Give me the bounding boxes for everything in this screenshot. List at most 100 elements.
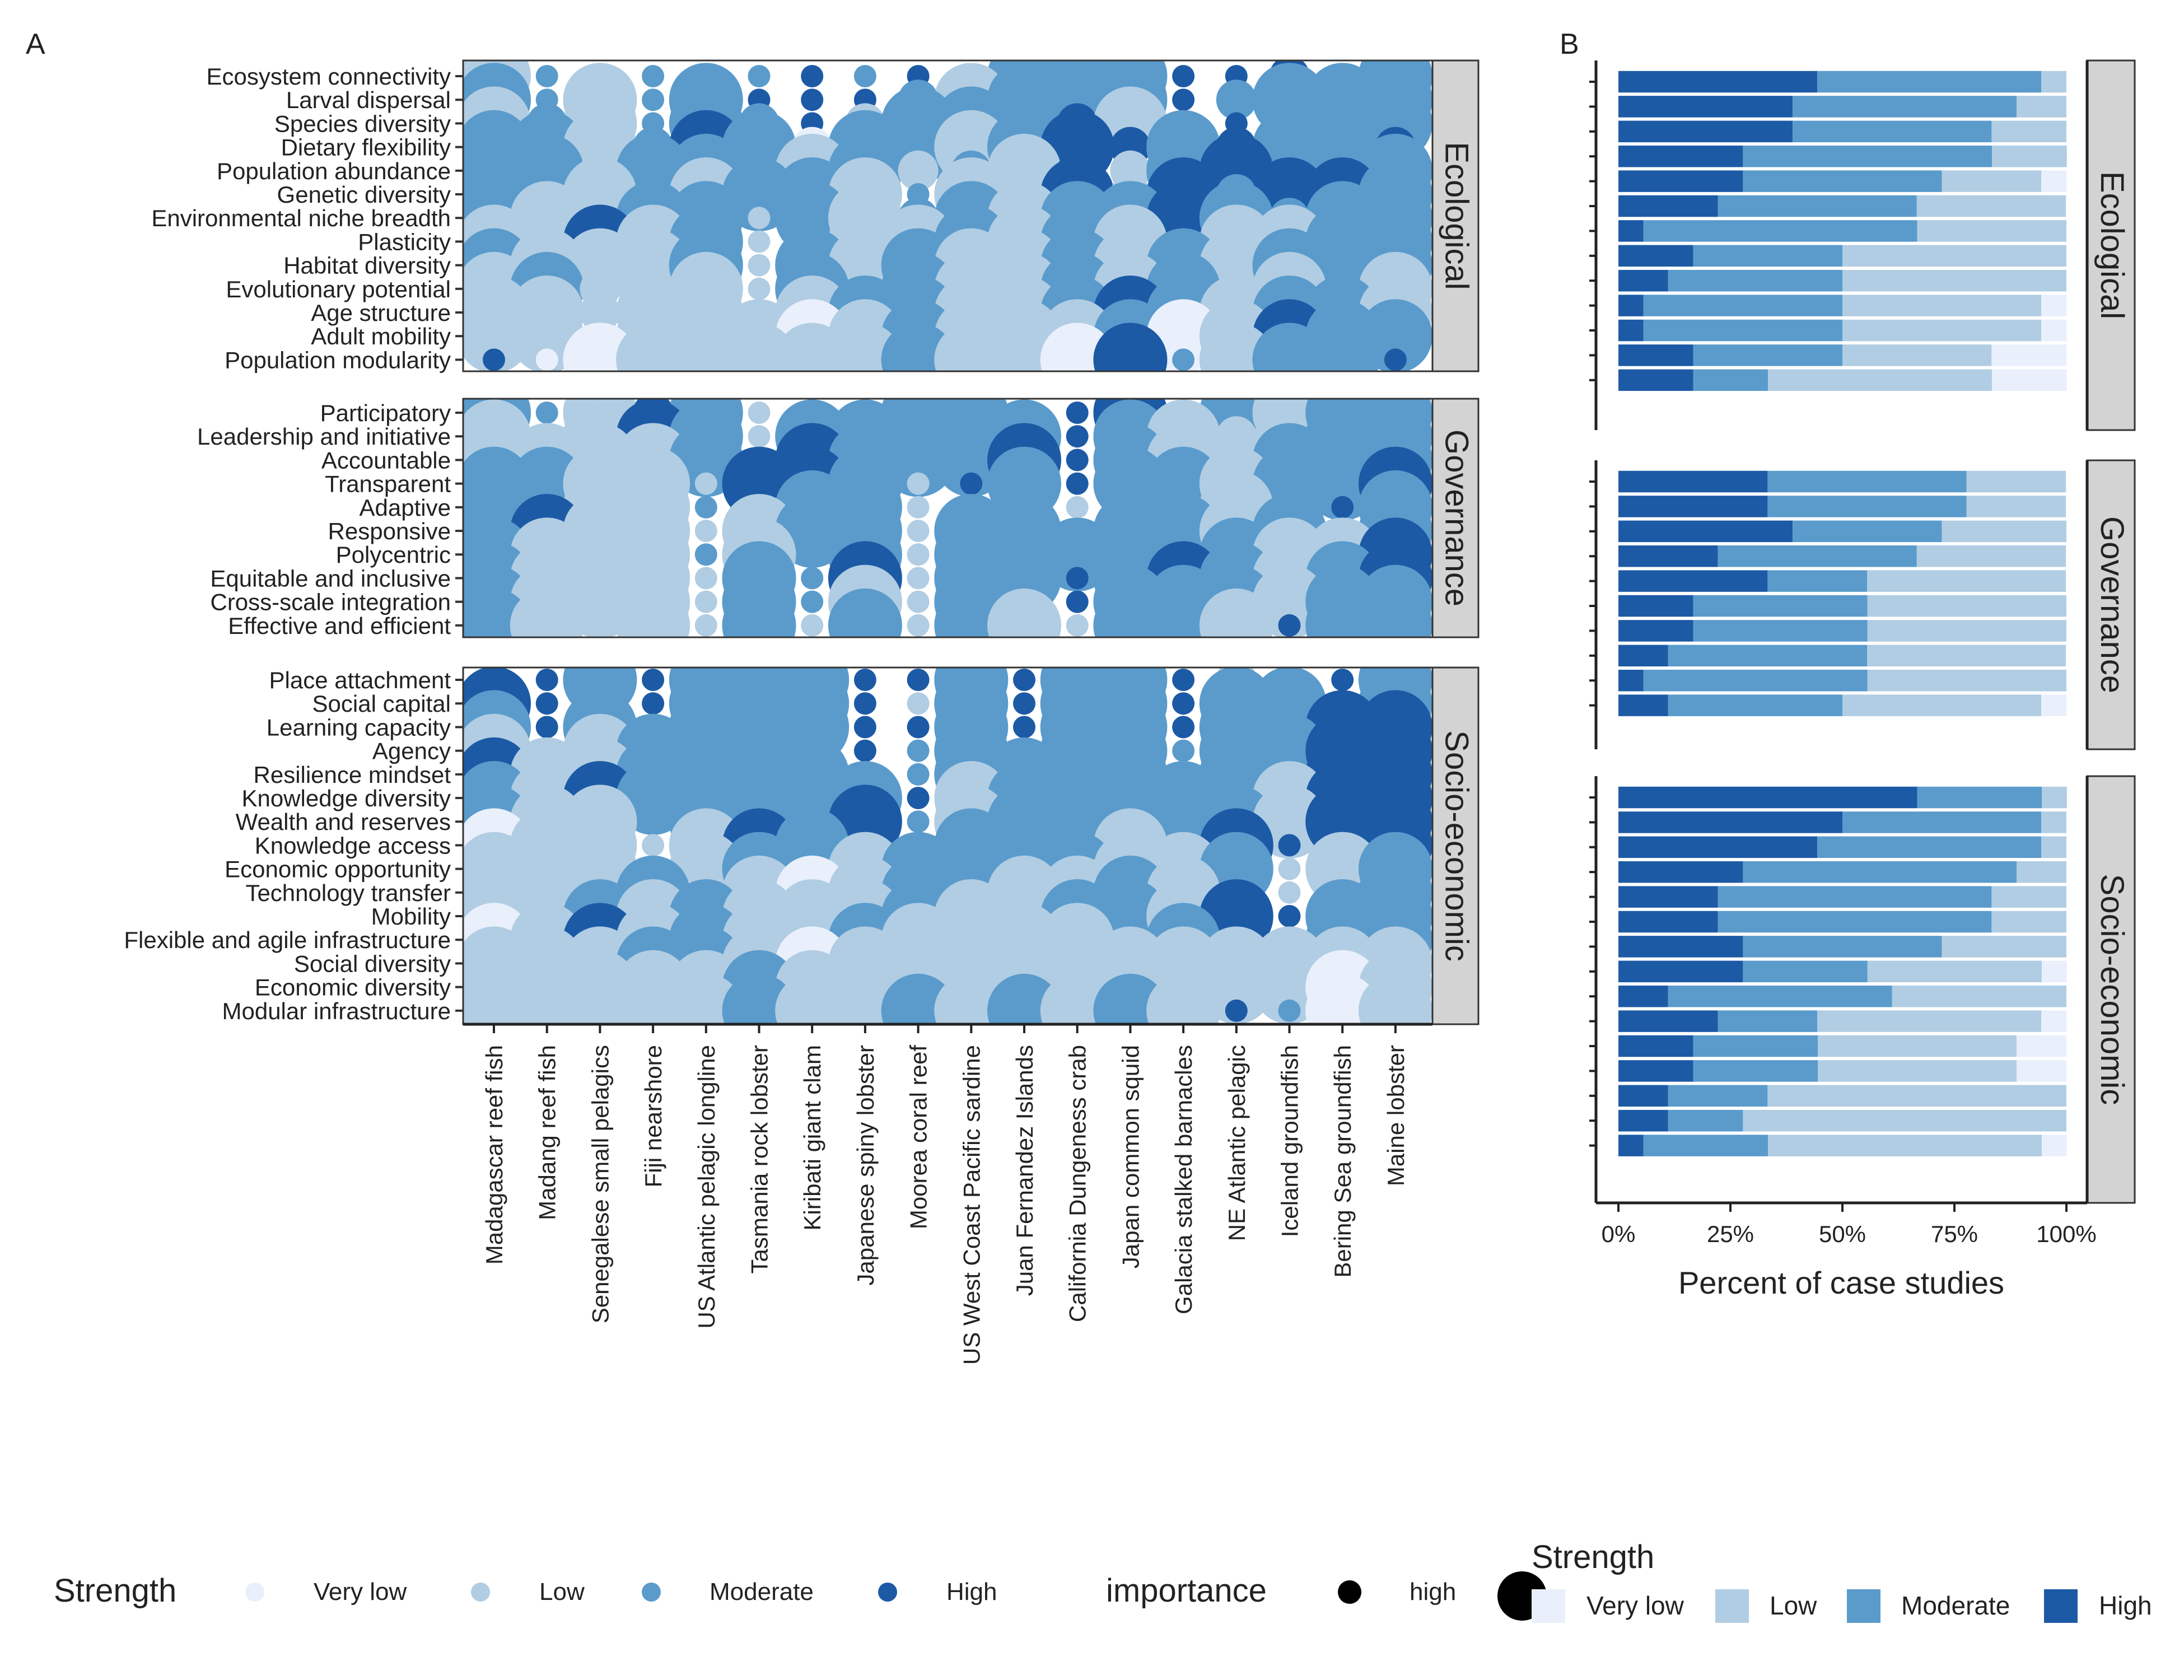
dot-socio-economic-1-10 [1013,692,1035,715]
dot-governance-9-2 [589,614,612,637]
dot-ecological-0-6 [801,65,824,87]
bar-segment-low [1767,1085,2066,1107]
dot-socio-economic-14-17 [1358,973,1432,1024]
dot-governance-9-6 [801,614,824,637]
y-tick-label-larval-dispersal: Larval dispersal [286,87,451,113]
dot-ecological-0-5 [748,65,771,87]
bar-segment-high [1618,985,1668,1007]
x-tick-label-us-atlantic-pelagic-longline: US Atlantic pelagic longline [693,1045,720,1329]
dot-socio-economic-6-8 [907,810,930,833]
bar-segment-high [1618,936,1743,958]
dot-socio-economic-0-10 [1013,669,1035,691]
y-tick-label-transparent: Transparent [325,471,451,497]
legend-importance-swatch [1338,1580,1361,1604]
dot-ecological-12-17 [1384,348,1407,371]
x-tick-label-ne-atlantic-pelagic: NE Atlantic pelagic [1224,1045,1250,1241]
x-tick-label-japan-common-squid: Japan common squid [1117,1045,1144,1268]
dot-ecological-12-16 [1305,323,1380,371]
legend-strength-label: Very low [314,1578,407,1606]
x-tick-label-senegalese-small-pelagics: Senegalese small pelagics [587,1045,613,1323]
y-tick-label-flexible-and-agile-infrastructure: Flexible and agile infrastructure [124,927,451,953]
bar-segment-very-low [2017,1060,2066,1082]
y-tick-label-social-capital: Social capital [312,690,451,717]
y-tick-label-habitat-diversity: Habitat diversity [283,253,451,279]
dot-facet-ecological [463,60,1432,371]
bar-segment-low [1966,496,2066,517]
bar-segment-low [1892,985,2066,1007]
dot-ecological-7-5 [748,230,771,253]
bar-segment-low [1916,195,2066,217]
dot-governance-3-4 [694,472,717,495]
bar-segment-moderate [1917,786,2042,809]
y-tick-label-dietary-flexibility: Dietary flexibility [281,134,451,161]
dot-ecological-1-14 [1216,80,1257,120]
x-tick-label-iceland-groundfish: Iceland groundfish [1277,1045,1303,1237]
bar-segment-moderate [1643,1135,1768,1156]
bar-segment-very-low [2041,170,2066,192]
bar-segment-moderate [1693,245,1842,267]
legend-strength-label: Low [539,1578,585,1606]
bar-segment-moderate [1743,960,1868,983]
dot-socio-economic-2-7 [853,716,876,739]
bar-segment-low [1818,1060,2017,1082]
facet-strip-label-governance: Governance [1439,430,1475,606]
bar-segment-low [2017,861,2066,883]
x-tick-label-fiji-nearshore: Fiji nearshore [640,1045,666,1187]
dot-governance-9-4 [694,614,717,637]
bar-segment-low [1867,570,2066,592]
bar-segment-moderate [1693,1060,1818,1082]
x-tick-label-moorea-coral-reef: Moorea coral reef [906,1045,932,1229]
legend-bar-title: Strength [1532,1539,1654,1575]
dot-governance-9-15 [1278,614,1301,637]
bar-segment-low [1867,595,2066,617]
dot-ecological-11-0 [463,299,531,371]
bar-segment-moderate [1743,861,2017,883]
bar-segment-very-low [2041,1010,2066,1032]
dot-socio-economic-3-8 [907,739,930,762]
bar-segment-high [1618,911,1718,933]
bar-segment-low [1867,620,2066,642]
bar-segment-very-low [2017,1035,2066,1057]
bar-segment-high [1618,811,1842,833]
legend-importance-title: importance [1106,1572,1267,1609]
bar-segment-low [1842,295,2042,316]
bar-segment-moderate [1643,295,1842,316]
x-tick-label-us-west-coast-pacific-sardine: US West Coast Pacific sardine [958,1045,984,1365]
bar-segment-high [1618,120,1793,143]
bar-segment-low [1916,545,2066,567]
bar-segment-high [1618,369,1693,391]
bar-segment-moderate [1643,669,1868,692]
bar-segment-low [2017,96,2066,118]
bar-segment-low [1991,120,2066,143]
y-tick-label-polycentric: Polycentric [336,542,451,568]
x-tick-label-california-dungeness-crab: California Dungeness crab [1065,1045,1091,1322]
bar-segment-high [1618,694,1668,716]
legend-strength-label: Moderate [710,1578,814,1606]
bar-facet-strip-label-ecological: Ecological [2094,171,2130,319]
dot-socio-economic-1-3 [642,692,665,715]
dot-socio-economic-0-8 [907,669,930,691]
dot-governance-7-4 [694,567,717,590]
bar-segment-very-low [2041,694,2066,716]
facet-strip-governance [1431,398,1480,638]
dot-ecological-1-13 [1172,88,1195,111]
bar-segment-high [1618,220,1644,242]
bar-segment-high [1618,1035,1693,1057]
bar-segment-moderate [1668,269,1842,292]
bar-segment-low [1942,520,2066,543]
dot-governance-8-6 [801,590,824,613]
bar-segment-high [1618,545,1718,567]
bar-segment-low [1842,269,2066,292]
bar-segment-high [1618,1010,1718,1032]
bar-segment-low [1743,1109,2066,1132]
y-tick-label-place-attachment: Place attachment [269,667,451,693]
dot-ecological-1-6 [801,88,824,111]
bar-segment-moderate [1643,319,1842,342]
dot-socio-economic-0-16 [1331,669,1354,691]
bar-segment-moderate [1817,71,2042,93]
bar-segment-high [1618,570,1768,592]
dot-socio-economic-1-13 [1172,692,1195,715]
bar-segment-high [1618,645,1668,667]
y-tick-label-equitable-and-inclusive: Equitable and inclusive [210,565,451,591]
